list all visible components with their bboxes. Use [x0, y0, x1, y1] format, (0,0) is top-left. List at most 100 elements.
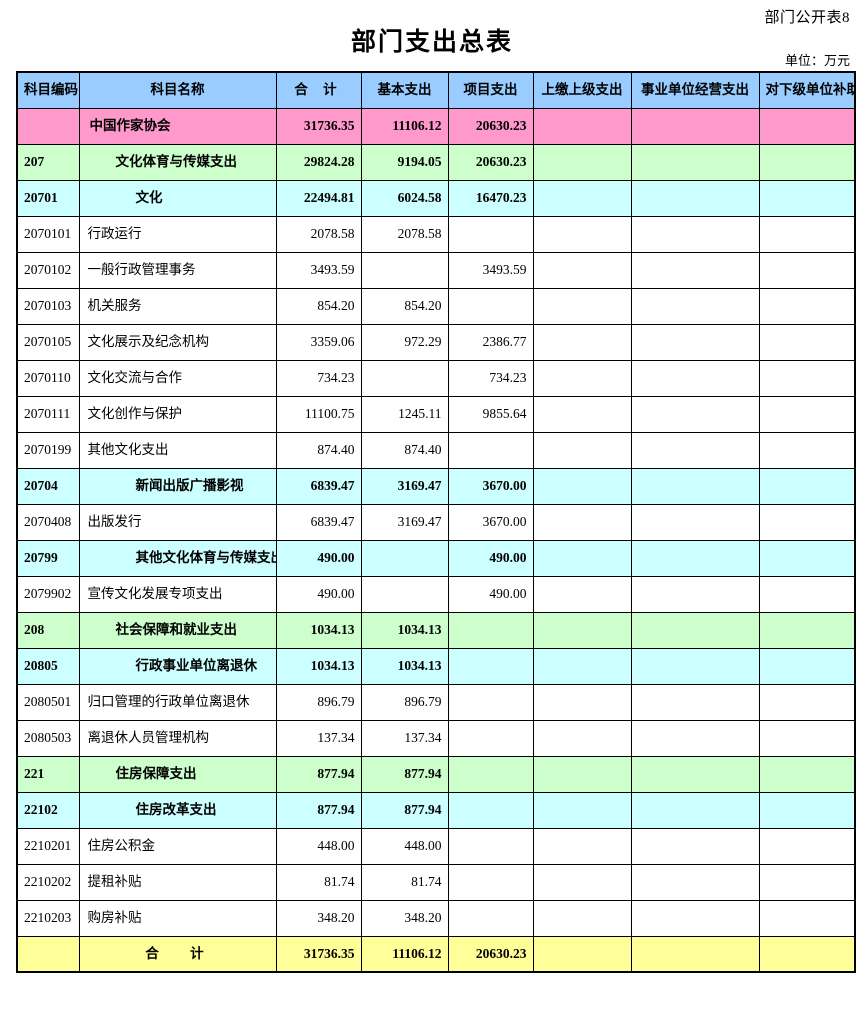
cell-basic: 1245.11 — [360, 395, 449, 433]
cell-project — [447, 683, 534, 721]
cell-basic: 877.94 — [360, 755, 449, 793]
cell-total: 2078.58 — [275, 215, 362, 253]
cell-basic: 3169.47 — [360, 467, 449, 505]
cell-name: 住房公积金 — [78, 827, 277, 865]
department-expenditure-table: 科目编码 科目名称 合 计 基本支出 项目支出 上缴上级支出 事业单位经营支出 … — [16, 71, 856, 973]
cell-upper — [532, 827, 632, 865]
cell-project — [447, 215, 534, 253]
cell-total: 137.34 — [275, 719, 362, 757]
cell-subsidy — [758, 107, 856, 145]
cell-name: 文化 — [78, 179, 277, 217]
cell-upper — [532, 107, 632, 145]
cell-project — [447, 611, 534, 649]
cell-subsidy — [758, 827, 856, 865]
cell-subsidy — [758, 611, 856, 649]
cell-subsidy — [758, 395, 856, 433]
column-header-project: 项目支出 — [447, 71, 534, 109]
cell-upper — [532, 719, 632, 757]
cell-upper — [532, 503, 632, 541]
cell-subsidy — [758, 287, 856, 325]
table-row: 207 文化体育与传媒支出 29824.28 9194.05 20630.23 — [16, 143, 856, 181]
cell-code: 22102 — [16, 791, 80, 829]
cell-upper — [532, 323, 632, 361]
cell-subsidy — [758, 683, 856, 721]
cell-upper — [532, 251, 632, 289]
cell-upper — [532, 287, 632, 325]
form-number-label: 部门公开表8 — [764, 10, 850, 26]
column-header-subsidy: 对下级单位补助支出 — [758, 71, 856, 109]
cell-subsidy — [758, 755, 856, 793]
table-total-row: 合 计 31736.35 11106.12 20630.23 — [16, 935, 856, 973]
cell-code: 2070199 — [16, 431, 80, 469]
cell-subsidy — [758, 935, 856, 973]
cell-code: 2070101 — [16, 215, 80, 253]
cell-code: 20799 — [16, 539, 80, 577]
cell-subsidy — [758, 791, 856, 829]
column-header-name: 科目名称 — [78, 71, 277, 109]
table-row: 2070111 文化创作与保护 11100.75 1245.11 9855.64 — [16, 395, 856, 433]
cell-operating — [630, 611, 760, 649]
cell-code: 2070408 — [16, 503, 80, 541]
cell-upper — [532, 647, 632, 685]
table-row: 208 社会保障和就业支出 1034.13 1034.13 — [16, 611, 856, 649]
table-row: 221 住房保障支出 877.94 877.94 — [16, 755, 856, 793]
cell-upper — [532, 791, 632, 829]
cell-total: 874.40 — [275, 431, 362, 469]
cell-name: 文化体育与传媒支出 — [78, 143, 277, 181]
cell-project: 20630.23 — [447, 935, 534, 973]
cell-operating — [630, 647, 760, 685]
cell-operating — [630, 467, 760, 505]
cell-subsidy — [758, 863, 856, 901]
table-row: 2210203 购房补贴 348.20 348.20 — [16, 899, 856, 937]
cell-code: 20701 — [16, 179, 80, 217]
table-row: 2070103 机关服务 854.20 854.20 — [16, 287, 856, 325]
cell-basic — [360, 539, 449, 577]
cell-project — [447, 287, 534, 325]
table-row: 2079902 宣传文化发展专项支出 490.00 490.00 — [16, 575, 856, 613]
table-row: 2080501 归口管理的行政单位离退休 896.79 896.79 — [16, 683, 856, 721]
cell-project — [447, 431, 534, 469]
cell-subsidy — [758, 323, 856, 361]
cell-total: 448.00 — [275, 827, 362, 865]
cell-project: 20630.23 — [447, 107, 534, 145]
cell-name: 文化创作与保护 — [78, 395, 277, 433]
cell-total: 6839.47 — [275, 467, 362, 505]
cell-operating — [630, 251, 760, 289]
column-header-upper: 上缴上级支出 — [532, 71, 632, 109]
cell-name: 行政运行 — [78, 215, 277, 253]
cell-upper — [532, 863, 632, 901]
cell-basic: 11106.12 — [360, 935, 449, 973]
cell-total: 1034.13 — [275, 647, 362, 685]
cell-upper — [532, 539, 632, 577]
cell-project — [447, 863, 534, 901]
table-row: 20805 行政事业单位离退休 1034.13 1034.13 — [16, 647, 856, 685]
cell-basic: 9194.05 — [360, 143, 449, 181]
table-header: 科目编码 科目名称 合 计 基本支出 项目支出 上缴上级支出 事业单位经营支出 … — [16, 71, 856, 109]
cell-basic: 1034.13 — [360, 647, 449, 685]
cell-project: 3670.00 — [447, 503, 534, 541]
cell-code — [16, 107, 80, 145]
column-header-code: 科目编码 — [16, 71, 80, 109]
page-title: 部门支出总表 — [350, 28, 513, 56]
cell-basic: 6024.58 — [360, 179, 449, 217]
cell-name: 出版发行 — [78, 503, 277, 541]
table-row: 20701 文化 22494.81 6024.58 16470.23 — [16, 179, 856, 217]
table-row: 2070199 其他文化支出 874.40 874.40 — [16, 431, 856, 469]
cell-project — [447, 647, 534, 685]
cell-subsidy — [758, 467, 856, 505]
cell-project: 16470.23 — [447, 179, 534, 217]
cell-name: 住房改革支出 — [78, 791, 277, 829]
cell-subsidy — [758, 575, 856, 613]
cell-operating — [630, 179, 760, 217]
cell-name: 购房补贴 — [78, 899, 277, 937]
cell-name: 文化交流与合作 — [78, 359, 277, 397]
cell-total: 31736.35 — [275, 107, 362, 145]
cell-operating — [630, 791, 760, 829]
cell-name: 行政事业单位离退休 — [78, 647, 277, 685]
cell-operating — [630, 323, 760, 361]
cell-subsidy — [758, 251, 856, 289]
cell-upper — [532, 683, 632, 721]
cell-code: 2210201 — [16, 827, 80, 865]
cell-name: 离退休人员管理机构 — [78, 719, 277, 757]
table-row: 2070110 文化交流与合作 734.23 734.23 — [16, 359, 856, 397]
